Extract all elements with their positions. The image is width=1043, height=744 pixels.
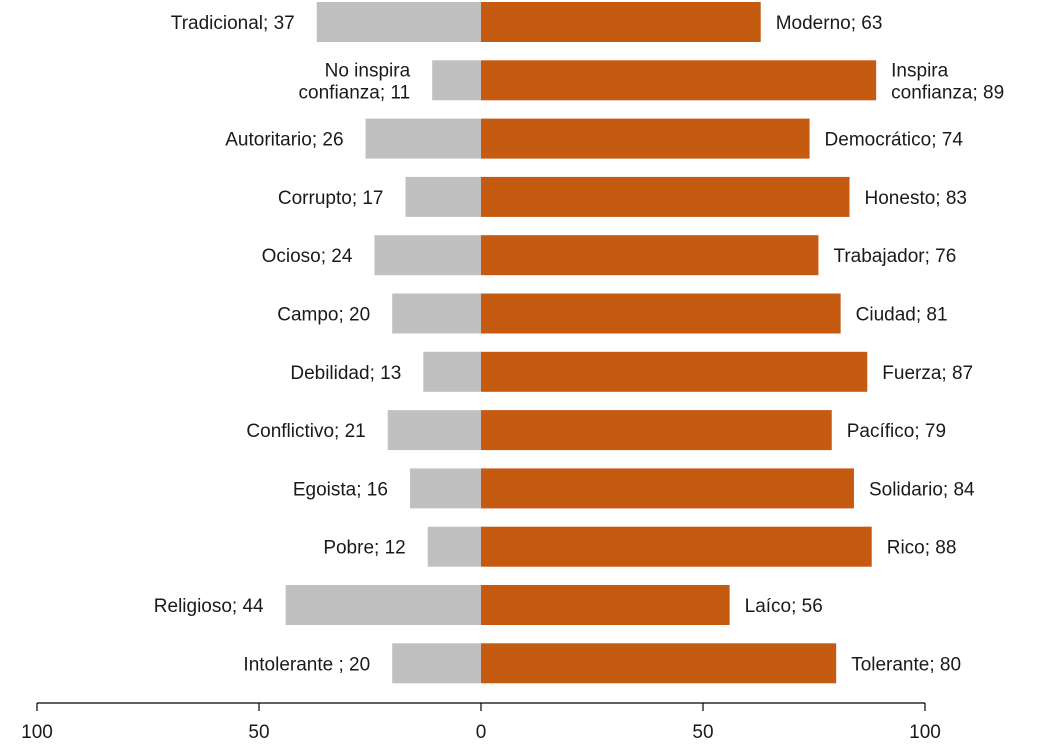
bar-left bbox=[285, 585, 481, 625]
x-tick-label: 50 bbox=[248, 722, 269, 743]
bar-left bbox=[365, 118, 481, 159]
bar-label-right: Rico; 88 bbox=[887, 538, 957, 559]
bar-right bbox=[481, 176, 850, 217]
bar-label-right: Moderno; 63 bbox=[776, 13, 883, 34]
bar-label-left: Tradicional; 37 bbox=[171, 13, 295, 34]
bar-label-right: Solidario; 84 bbox=[869, 479, 975, 500]
bar-label-left: Ocioso; 24 bbox=[262, 246, 353, 267]
bar-left bbox=[432, 60, 481, 101]
bar-label-right: Laíco; 56 bbox=[745, 596, 823, 617]
bar-label-left: Religioso; 44 bbox=[154, 596, 264, 617]
bar-label-left: Autoritario; 26 bbox=[225, 130, 343, 151]
bar-right bbox=[481, 585, 730, 625]
x-axis: 100 50 0 50 100 bbox=[21, 702, 941, 743]
bar-label-left: Intolerante ; 20 bbox=[243, 654, 370, 675]
bar-right bbox=[481, 643, 837, 684]
bar-left bbox=[392, 293, 481, 334]
bar-left bbox=[423, 351, 481, 392]
bar-label-right: Ciudad; 81 bbox=[856, 305, 948, 326]
bar-left bbox=[387, 410, 481, 451]
bar-label-right: Democrático; 74 bbox=[825, 130, 964, 151]
bar-right bbox=[481, 235, 819, 276]
bar-label-left: Corrupto; 17 bbox=[278, 188, 384, 209]
bar-label-right: Fuerza; 87 bbox=[882, 363, 973, 384]
bar-left bbox=[392, 643, 481, 684]
bar-label-left: Debilidad; 13 bbox=[290, 363, 401, 384]
bar-label-right: Honesto; 83 bbox=[865, 188, 967, 209]
bar-right bbox=[481, 351, 868, 392]
bar-right bbox=[481, 2, 761, 42]
bar-label-left: Campo; 20 bbox=[277, 305, 370, 326]
x-tick-label: 100 bbox=[909, 722, 941, 743]
bar-left bbox=[405, 176, 481, 217]
x-tick-label: 50 bbox=[692, 722, 713, 743]
bar-right bbox=[481, 468, 854, 509]
bar-left bbox=[316, 2, 481, 42]
bar-label-left: Egoista; 16 bbox=[293, 479, 388, 500]
bar-left bbox=[374, 235, 481, 276]
bar-left bbox=[427, 526, 481, 567]
bar-right bbox=[481, 410, 832, 451]
bar-label-right: Trabajador; 76 bbox=[833, 246, 956, 267]
bar-right bbox=[481, 293, 841, 334]
x-tick-label: 0 bbox=[476, 722, 487, 743]
bar-label-right: Pacífico; 79 bbox=[847, 421, 946, 442]
labels-group: Tradicional; 37 Moderno; 63 No inspira conf… bbox=[154, 13, 1004, 675]
bars-group bbox=[285, 2, 877, 684]
bar-right bbox=[481, 60, 877, 101]
bar-right bbox=[481, 118, 810, 159]
bar-right bbox=[481, 526, 872, 567]
bar-left bbox=[409, 468, 481, 509]
bar-label-left: Conflictivo; 21 bbox=[246, 421, 365, 442]
bar-label-right: Inspira confianza; 89 bbox=[891, 60, 1004, 103]
x-tick-label: 100 bbox=[21, 722, 53, 743]
bar-label-left: Pobre; 12 bbox=[323, 538, 405, 559]
bar-label-right: Tolerante; 80 bbox=[851, 654, 961, 675]
bar-label-left: No inspira confianza; 11 bbox=[299, 60, 411, 103]
